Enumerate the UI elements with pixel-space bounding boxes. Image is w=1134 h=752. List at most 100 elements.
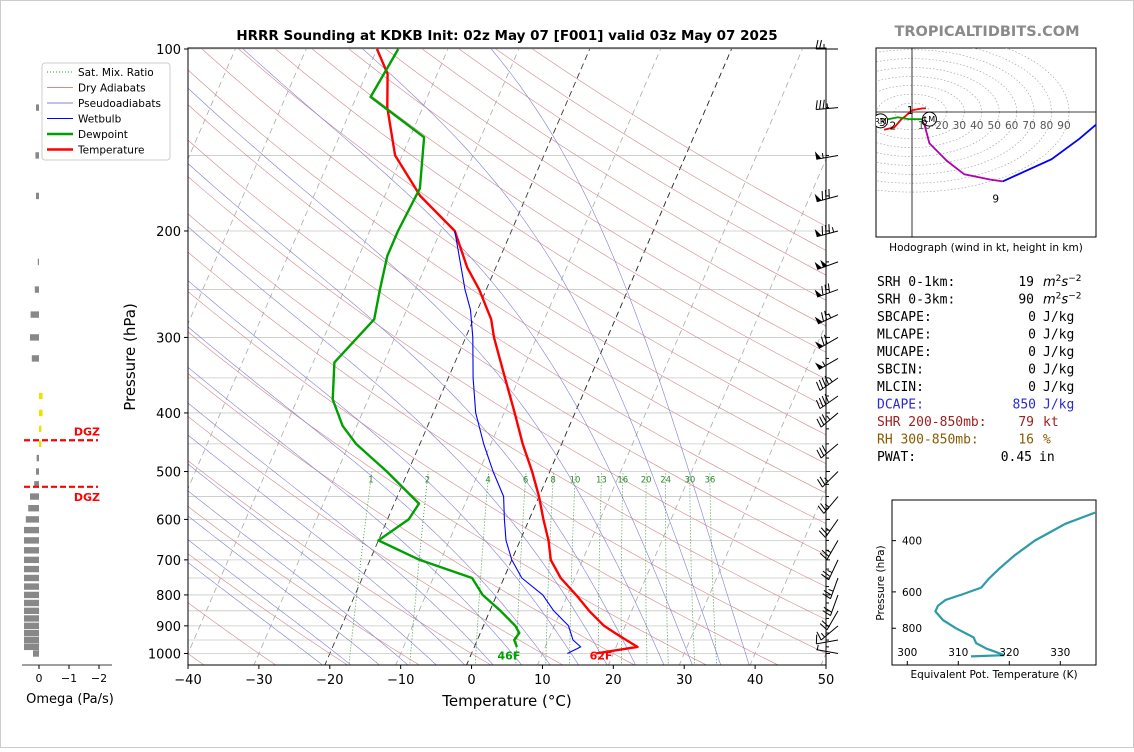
index-label: SRH 0-1km: — [877, 275, 955, 290]
mixing-ratio-label: 36 — [704, 475, 715, 485]
hodograph-height-label: 9 — [992, 193, 999, 205]
theta-e-x-tick-label: 320 — [999, 647, 1019, 659]
hodograph-ring-label: 30 — [953, 120, 966, 132]
index-unit: J/kg — [1043, 345, 1074, 360]
hodograph-ring-label: 20 — [935, 120, 948, 132]
omega-bar — [35, 152, 39, 158]
legend-label-0: Sat. Mix. Ratio — [78, 67, 154, 79]
chart-title: HRRR Sounding at KDKB Init: 02z May 07 [… — [236, 28, 777, 44]
omega-bar — [31, 311, 39, 317]
index-unit: J/kg — [1043, 328, 1074, 343]
x-tick-label: −40 — [174, 673, 201, 688]
x-tick-label: 40 — [747, 673, 764, 688]
theta-e-y-tick-label: 400 — [902, 536, 922, 548]
mixing-ratio-label: 30 — [684, 475, 695, 485]
omega-bar — [32, 355, 39, 361]
watermark: TROPICALTIDBITS.COM — [894, 24, 1079, 40]
index-unit: J/kg — [1043, 310, 1074, 325]
surface-temperature-label: 62F — [590, 650, 613, 663]
omega-bar — [24, 547, 39, 553]
omega-bar — [24, 644, 39, 650]
index-value: 0 — [1028, 380, 1036, 395]
dgz-label: DGZ — [74, 425, 100, 438]
hodograph-ring-label: 50 — [988, 120, 1001, 132]
index-label: MUCAPE: — [877, 345, 932, 360]
omega-tick-label: −2 — [91, 672, 107, 685]
omega-bar — [36, 468, 39, 474]
mixing-ratio-label: 16 — [617, 475, 628, 485]
omega-bar — [24, 557, 39, 563]
index-value: 0 — [1028, 345, 1036, 360]
omega-bar — [24, 608, 39, 614]
x-tick-label: 10 — [534, 673, 551, 688]
x-axis-label: Temperature (°C) — [441, 692, 571, 710]
y-tick-label: 500 — [156, 466, 181, 481]
legend-label-1: Dry Adiabats — [78, 83, 146, 95]
x-tick-label: 20 — [605, 673, 622, 688]
omega-bar — [24, 630, 39, 636]
hodograph-height-label: 2 — [889, 120, 896, 132]
mixing-ratio-label: 2 — [425, 475, 430, 485]
theta-e-axis-label: Equivalent Pot. Temperature (K) — [910, 669, 1077, 681]
index-value: 0 — [1028, 363, 1036, 378]
index-row: RH 300-850mb:16% — [877, 433, 1051, 448]
theta-e-y-tick-label: 600 — [902, 587, 922, 599]
legend: Sat. Mix. Ratio Dry Adiabats Pseudoadiabat… — [42, 63, 170, 160]
omega-bar — [35, 286, 39, 292]
y-tick-label: 100 — [156, 43, 181, 58]
y-tick-label: 600 — [156, 513, 181, 528]
index-unit: % — [1043, 433, 1051, 448]
hodograph-ring-label: 80 — [1040, 120, 1053, 132]
index-label: MLCAPE: — [877, 328, 932, 343]
index-unit-part: m — [1043, 275, 1056, 290]
x-tick-label: −30 — [245, 673, 272, 688]
index-value: 19 — [1018, 275, 1034, 290]
y-tick-label: 300 — [156, 331, 181, 346]
index-unit: in — [1039, 450, 1055, 465]
legend-label-2: Pseudoadiabats — [78, 98, 161, 110]
index-label: SRH 0-3km: — [877, 293, 955, 308]
y-axis-label: Pressure (hPa) — [121, 303, 139, 411]
mixing-ratio-label: 6 — [523, 475, 528, 485]
mixing-ratio-label: 1 — [368, 475, 373, 485]
legend-label-4: Dewpoint — [78, 129, 128, 141]
index-value: 0 — [1028, 328, 1036, 343]
omega-bar — [37, 455, 39, 461]
index-unit-part: m — [1043, 293, 1056, 308]
omega-bar — [30, 493, 39, 499]
mixing-ratio-label: 13 — [596, 475, 607, 485]
hodograph-ring-label: 40 — [970, 120, 983, 132]
index-unit: J/kg — [1043, 398, 1074, 413]
mixing-ratio-label: 10 — [570, 475, 581, 485]
index-unit: J/kg — [1043, 363, 1074, 378]
index-value: 79 — [1018, 415, 1034, 430]
omega-bar — [36, 104, 39, 110]
mixing-ratio-label: 24 — [660, 475, 671, 485]
index-label: PWAT: — [877, 450, 916, 465]
index-value: 850 — [1013, 398, 1036, 413]
hodograph-height-label: 3 — [879, 117, 886, 129]
omega-tick-label: 0 — [36, 672, 43, 685]
mixing-ratio-label: 4 — [485, 475, 490, 485]
index-unit: J/kg — [1043, 380, 1074, 395]
omega-bar — [24, 575, 39, 581]
index-label: MLCIN: — [877, 380, 924, 395]
omega-bar — [28, 505, 39, 511]
hodograph-caption: Hodograph (wind in kt, height in km) — [889, 242, 1083, 254]
x-tick-label: 50 — [818, 673, 835, 688]
index-label: DCAPE: — [877, 398, 924, 413]
omega-bar — [38, 259, 39, 265]
legend-label-3: Wetbulb — [78, 114, 122, 126]
y-tick-label: 1000 — [148, 648, 181, 663]
mixing-ratio-label: 20 — [641, 475, 652, 485]
y-tick-label: 900 — [156, 620, 181, 635]
x-tick-label: 30 — [676, 673, 693, 688]
omega-bar — [24, 583, 39, 589]
omega-bar — [39, 441, 41, 447]
omega-bar — [24, 637, 39, 643]
omega-bar — [36, 193, 39, 199]
index-label: SHR 200-850mb: — [877, 415, 987, 430]
y-tick-label: 200 — [156, 225, 181, 240]
